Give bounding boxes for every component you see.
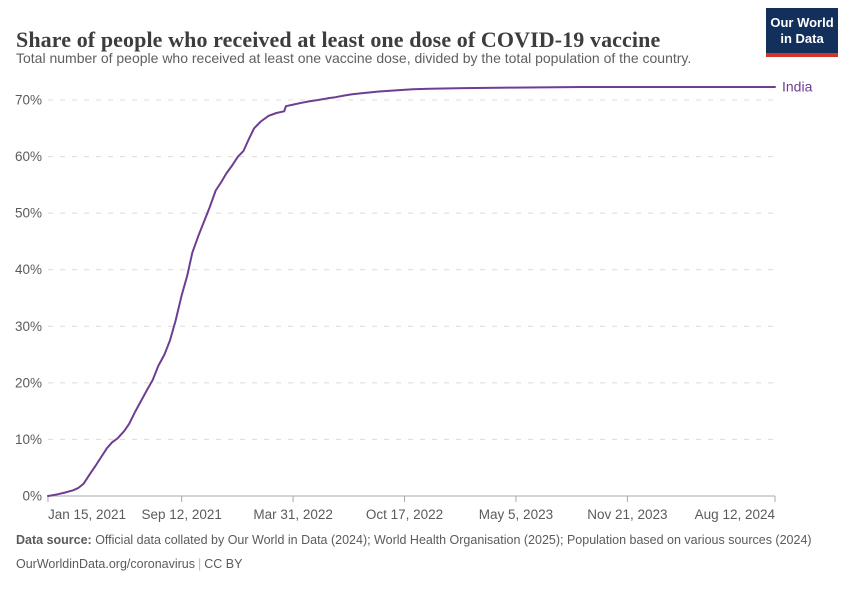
owid-logo-line1: Our World <box>770 15 834 30</box>
footer-links: OurWorldinData.org/coronavirus | CC BY <box>16 555 816 574</box>
owid-link[interactable]: OurWorldinData.org/coronavirus <box>16 556 196 571</box>
data-source-label: Data source: <box>16 533 92 547</box>
y-tick-label: 70% <box>15 93 42 108</box>
x-tick-label: Aug 12, 2024 <box>695 507 776 522</box>
license-link[interactable]: CC BY <box>204 556 243 571</box>
x-tick-label: Mar 31, 2022 <box>253 507 333 522</box>
data-source-text: Official data collated by Our World in D… <box>91 533 812 547</box>
chart-footer: Data source: Official data collated by O… <box>16 531 816 574</box>
x-tick-label: Sep 12, 2021 <box>142 507 222 522</box>
series-label-india[interactable]: India <box>782 78 813 94</box>
chart-canvas: 0% 10% 20% 30% 40% 50% 60% 70% Jan 15, 2021 Sep 1… <box>15 78 813 522</box>
x-tick-label: Nov 21, 2023 <box>587 507 667 522</box>
y-tick-label: 10% <box>15 432 42 447</box>
x-tick-label: Oct 17, 2022 <box>366 507 443 522</box>
page-title: Share of people who received at least on… <box>16 26 661 52</box>
x-tick-label: May 5, 2023 <box>479 507 553 522</box>
y-tick-label: 20% <box>15 375 42 390</box>
data-source-note: Data source: Official data collated by O… <box>16 531 816 550</box>
y-tick-label: 0% <box>22 489 42 504</box>
y-tick-label: 60% <box>15 149 42 164</box>
y-tick-label: 30% <box>15 319 42 334</box>
x-tick-label: Jan 15, 2021 <box>48 507 126 522</box>
owid-logo-line2: in Data <box>780 31 824 47</box>
chart-subtitle: Total number of people who received at l… <box>16 50 692 66</box>
y-tick-label: 50% <box>15 206 42 221</box>
footer-separator: | <box>198 556 202 571</box>
owid-logo[interactable]: Our World in Data <box>766 8 838 57</box>
series-line-india[interactable] <box>47 86 776 497</box>
y-tick-label: 40% <box>15 262 42 277</box>
